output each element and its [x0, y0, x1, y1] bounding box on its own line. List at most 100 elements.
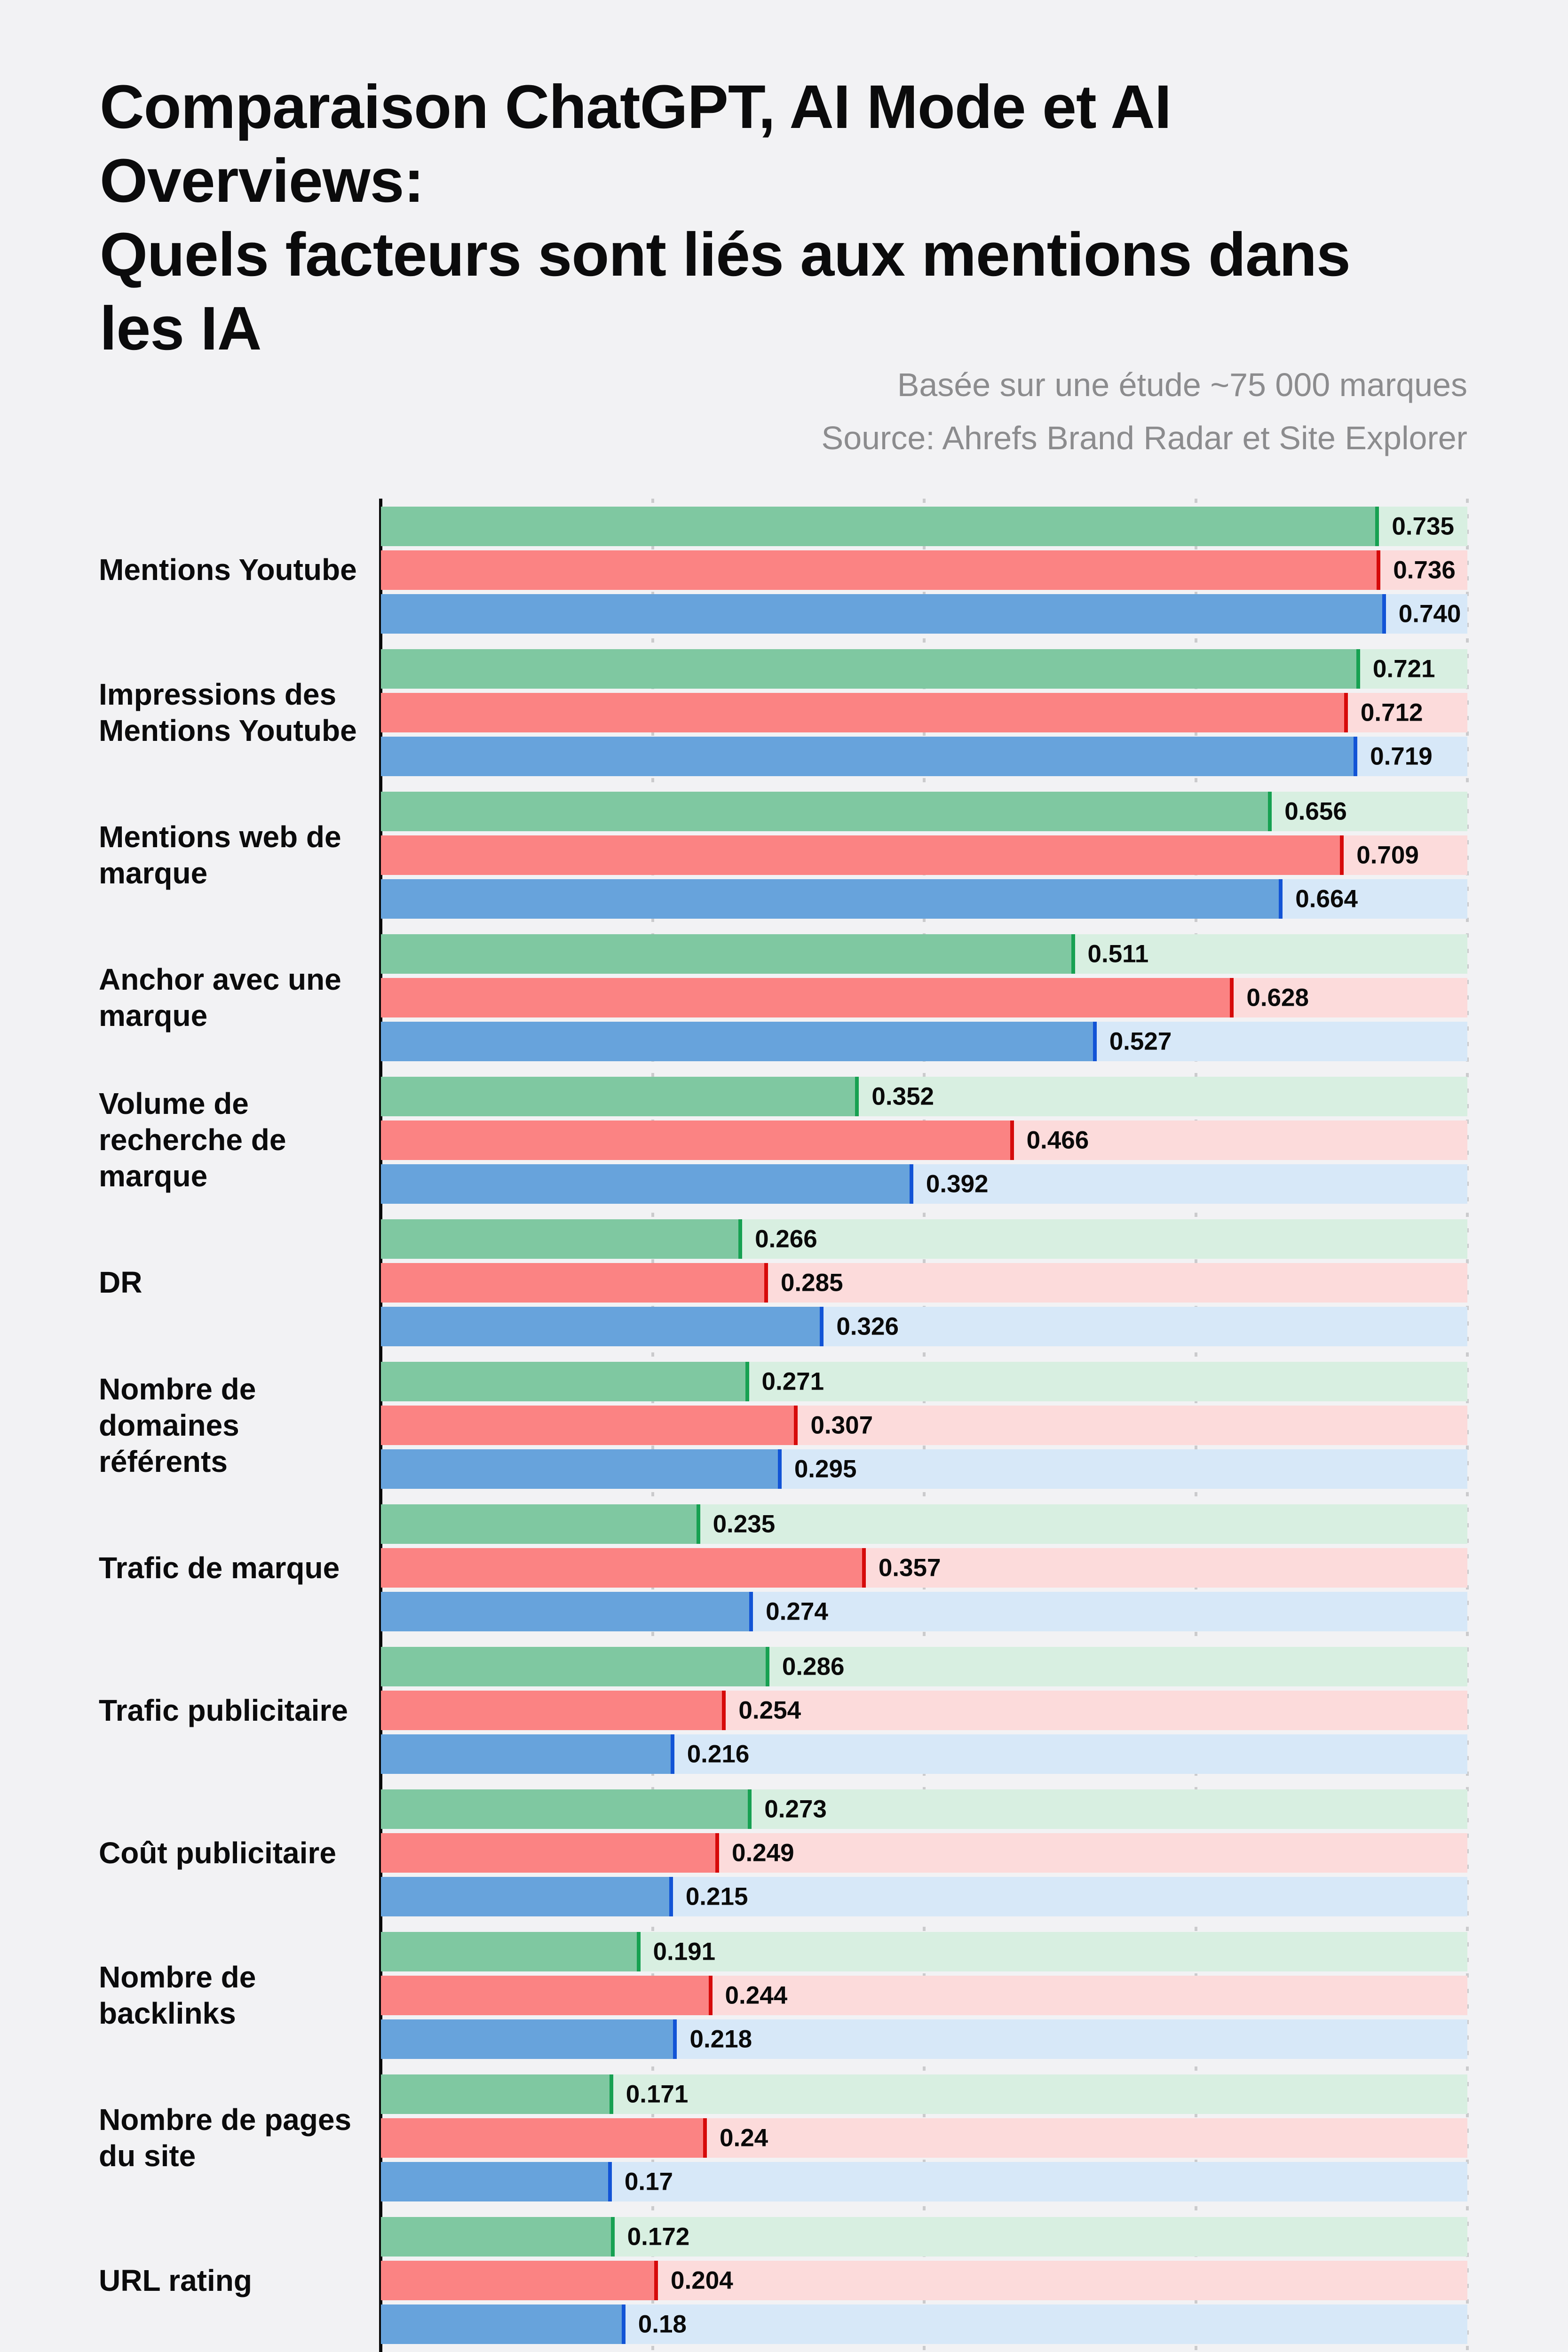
- category-label: Nombre de domaines référents: [99, 1372, 256, 1478]
- bar-chatgpt: [381, 1932, 641, 1972]
- value-label: 0.215: [685, 1883, 748, 1911]
- value-label: 0.266: [755, 1225, 817, 1253]
- bar-track-chatgpt: 0.191: [381, 1932, 1467, 1972]
- category-label: Impressions des Mentions Youtube: [99, 677, 357, 747]
- plot-area: 0.735 0.736 0.740 0.721 0.712 0.719 0.656 0.709…: [379, 499, 1469, 2352]
- bar-chatgpt: [381, 2074, 613, 2114]
- chart-title: Comparaison ChatGPT, AI Mode et AI Overv…: [100, 70, 1351, 365]
- value-label: 0.721: [1372, 655, 1435, 683]
- bar-ai-overviews: [381, 1592, 753, 1632]
- bar-ai-overviews: [381, 2304, 626, 2344]
- value-label: 0.511: [1087, 940, 1149, 968]
- value-label: 0.719: [1370, 742, 1433, 771]
- bar-ai-overviews: [381, 1877, 673, 1917]
- bar-ai-overviews: [381, 2162, 612, 2202]
- bar-track-ai-overviews: 0.527: [381, 1021, 1467, 1061]
- value-label: 0.735: [1392, 512, 1454, 540]
- value-label: 0.249: [731, 1839, 794, 1867]
- bar-track-ai-overviews: 0.664: [381, 879, 1467, 919]
- chart-title-line-4: les IA: [100, 294, 262, 363]
- value-label: 0.736: [1393, 556, 1456, 584]
- category-label: Nombre de backlinks: [99, 1960, 256, 2031]
- bar-track-ai-overviews: 0.18: [381, 2304, 1467, 2344]
- bar-ai-overviews: [381, 736, 1358, 776]
- bar-chatgpt: [381, 791, 1272, 831]
- bar-track-ai-overviews: 0.719: [381, 736, 1467, 776]
- bar-track-ai-mode: 0.466: [381, 1120, 1467, 1160]
- value-label: 0.254: [738, 1696, 801, 1724]
- category-label: Anchor avec une marque: [99, 962, 341, 1033]
- bar-ai-mode: [381, 1976, 713, 2016]
- bar-group: 0.235 0.357 0.274: [381, 1497, 1467, 1639]
- bar-ai-overviews: [381, 1449, 782, 1489]
- bar-ai-mode: [381, 1406, 798, 1445]
- bar-track-ai-mode: 0.736: [381, 550, 1467, 590]
- value-label: 0.357: [878, 1554, 941, 1582]
- bar-ai-overviews: [381, 1164, 913, 1204]
- bar-track-ai-overviews: 0.218: [381, 2019, 1467, 2059]
- bar-track-ai-overviews: 0.326: [381, 1306, 1467, 1346]
- bar-chatgpt: [381, 1789, 752, 1829]
- value-label: 0.712: [1360, 699, 1423, 727]
- chart-title-line-1: Comparaison ChatGPT, AI Mode et AI: [100, 72, 1172, 141]
- bar-track-chatgpt: 0.721: [381, 649, 1467, 689]
- bar-ai-overviews: [381, 1021, 1097, 1061]
- bar-group: 0.511 0.628 0.527: [381, 926, 1467, 1069]
- bar-group: 0.656 0.709 0.664: [381, 784, 1467, 926]
- bar-track-chatgpt: 0.286: [381, 1647, 1467, 1687]
- value-label: 0.628: [1246, 984, 1309, 1012]
- category-label: Nombre de pages du site: [99, 2103, 352, 2173]
- bar-group: 0.721 0.712 0.719: [381, 641, 1467, 784]
- bar-ai-mode: [381, 1548, 866, 1588]
- bar-track-ai-mode: 0.244: [381, 1976, 1467, 2016]
- bar-group: 0.286 0.254 0.216: [381, 1639, 1467, 1782]
- bar-track-ai-overviews: 0.274: [381, 1592, 1467, 1632]
- bar-chatgpt: [381, 506, 1379, 546]
- bar-group: 0.172 0.204 0.18: [381, 2209, 1467, 2352]
- chart-subtitle: Basée sur une étude ~75 000 marques Sour…: [822, 358, 1467, 465]
- value-label: 0.204: [671, 2266, 733, 2295]
- value-label: 0.244: [725, 1981, 788, 2010]
- value-label: 0.527: [1109, 1027, 1172, 1056]
- bar-track-ai-overviews: 0.740: [381, 594, 1467, 634]
- value-label: 0.295: [794, 1455, 857, 1483]
- bar-track-chatgpt: 0.271: [381, 1362, 1467, 1401]
- value-label: 0.171: [626, 2080, 689, 2108]
- bar-track-chatgpt: 0.266: [381, 1219, 1467, 1259]
- bar-track-ai-mode: 0.357: [381, 1548, 1467, 1588]
- bar-track-chatgpt: 0.656: [381, 791, 1467, 831]
- bar-track-ai-overviews: 0.295: [381, 1449, 1467, 1489]
- bar-ai-mode: [381, 835, 1344, 875]
- bar-chatgpt: [381, 1076, 859, 1116]
- value-label: 0.191: [653, 1938, 716, 1966]
- value-label: 0.24: [720, 2124, 768, 2152]
- bar-track-ai-mode: 0.709: [381, 835, 1467, 875]
- y-axis-line: [379, 499, 382, 2352]
- bar-group: 0.352 0.466 0.392: [381, 1069, 1467, 1211]
- bar-ai-mode: [381, 2261, 658, 2301]
- value-label: 0.664: [1295, 885, 1358, 913]
- bar-chatgpt: [381, 934, 1075, 974]
- bar-ai-mode: [381, 1833, 719, 1873]
- value-label: 0.656: [1284, 797, 1347, 826]
- bar-chatgpt: [381, 1504, 700, 1544]
- value-label: 0.17: [624, 2168, 673, 2196]
- value-label: 0.466: [1026, 1126, 1089, 1154]
- subtitle-study-line: Basée sur une étude ~75 000 marques: [897, 366, 1467, 403]
- bar-chatgpt: [381, 2217, 615, 2257]
- value-label: 0.286: [782, 1653, 845, 1681]
- category-label: URL rating: [99, 2263, 252, 2297]
- bar-group: 0.266 0.285 0.326: [381, 1211, 1467, 1354]
- bar-ai-mode: [381, 977, 1234, 1017]
- bar-track-chatgpt: 0.172: [381, 2217, 1467, 2257]
- bar-track-chatgpt: 0.352: [381, 1076, 1467, 1116]
- value-label: 0.273: [764, 1795, 827, 1823]
- subtitle-source-line: Source: Ahrefs Brand Radar et Site Explo…: [821, 420, 1467, 456]
- bar-group: 0.735 0.736 0.740: [381, 499, 1467, 641]
- value-label: 0.352: [871, 1082, 934, 1111]
- bar-group: 0.171 0.24 0.17: [381, 2067, 1467, 2209]
- bar-ai-mode: [381, 1263, 768, 1303]
- bar-ai-overviews: [381, 594, 1386, 634]
- bar-track-chatgpt: 0.735: [381, 506, 1467, 546]
- bar-ai-overviews: [381, 1306, 824, 1346]
